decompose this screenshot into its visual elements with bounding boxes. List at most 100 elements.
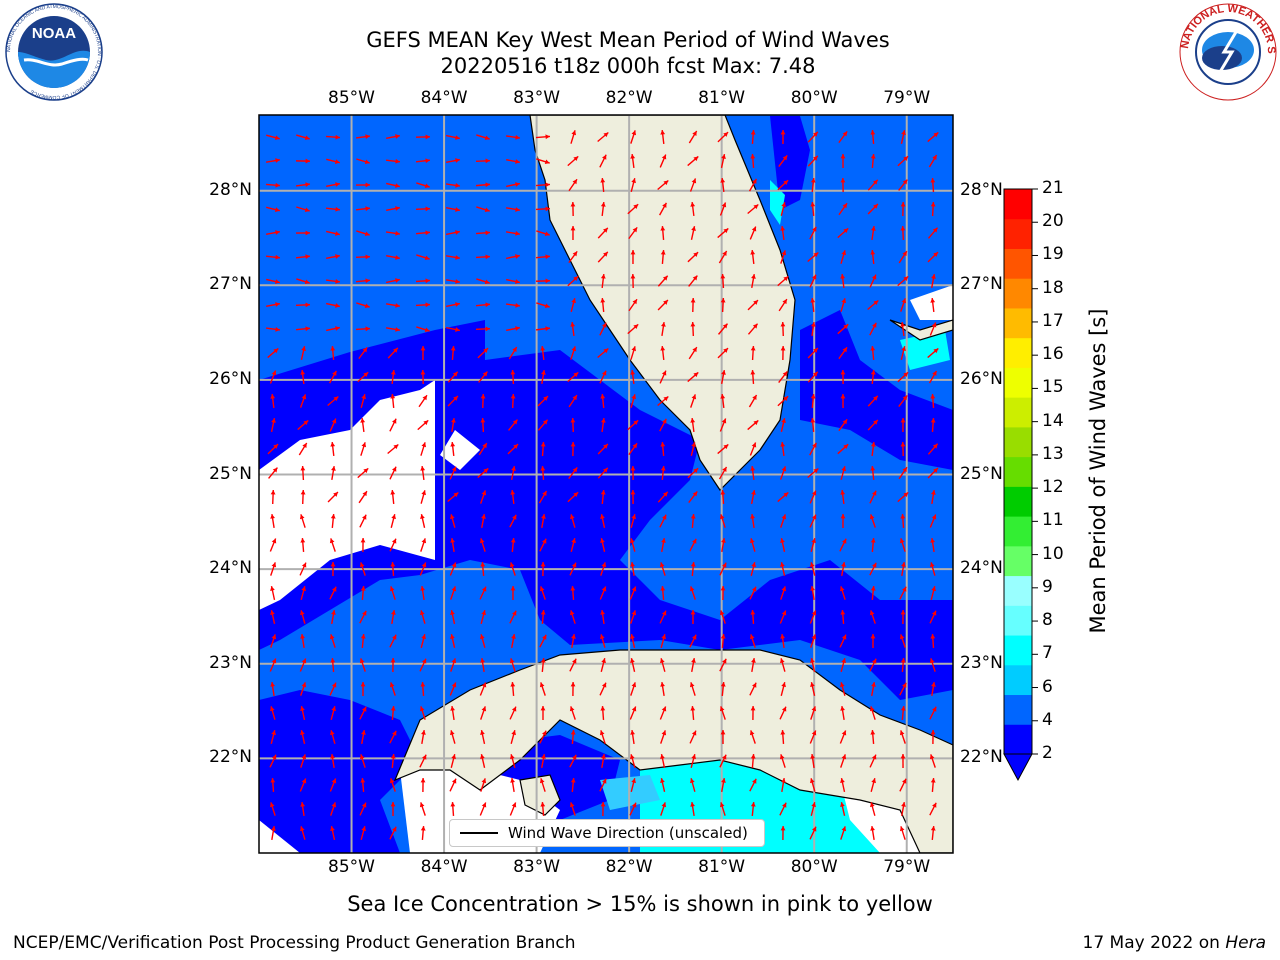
wind-wave-vector — [659, 658, 666, 672]
wind-wave-vector — [479, 490, 487, 504]
wind-wave-vector — [450, 345, 456, 361]
colorbar — [1003, 188, 1038, 782]
wind-wave-vector — [360, 681, 366, 697]
wind-wave-vector — [750, 609, 756, 625]
wind-wave-vector — [928, 154, 938, 168]
lon-tick-label-top: 82°W — [605, 88, 653, 108]
wind-wave-vector — [479, 682, 487, 696]
wind-wave-vector — [475, 326, 491, 332]
colorbar-segment — [1004, 545, 1032, 577]
wind-wave-vector — [356, 302, 370, 309]
wind-wave-vector — [630, 610, 637, 624]
wind-wave-vector — [356, 230, 370, 237]
wind-wave-vector — [807, 155, 819, 167]
wind-wave-vector — [900, 705, 906, 721]
wind-wave-vector — [390, 514, 396, 528]
wind-wave-vector — [870, 634, 876, 648]
wind-wave-vector — [779, 658, 786, 672]
wind-wave-vector — [897, 491, 909, 503]
footer-date-text: 17 May 2022 on — [1082, 933, 1226, 953]
wind-wave-vector — [385, 303, 401, 308]
wind-wave-vector — [329, 730, 336, 744]
lon-tick-label-bottom: 80°W — [790, 857, 838, 877]
wind-wave-vector — [810, 682, 816, 696]
wind-wave-vector — [899, 586, 907, 600]
wind-wave-vector — [660, 681, 665, 697]
wind-wave-vector — [720, 585, 726, 601]
wind-wave-vector — [539, 538, 547, 552]
wind-wave-vector — [777, 179, 789, 191]
wind-wave-vector — [509, 514, 517, 528]
wind-wave-vector — [359, 754, 366, 768]
wind-wave-vector — [810, 706, 817, 720]
wind-wave-vector — [657, 491, 669, 503]
wind-wave-vector — [778, 298, 788, 312]
wind-wave-vector — [690, 297, 696, 313]
wind-wave-vector — [750, 465, 756, 481]
wind-wave-vector — [270, 730, 276, 744]
isle-of-youth-land — [519, 774, 561, 816]
wind-wave-vector — [657, 179, 669, 191]
wind-wave-vector — [570, 201, 576, 217]
wind-wave-vector — [717, 443, 729, 455]
colorbar-segment — [1004, 664, 1032, 696]
wind-wave-vector — [535, 326, 551, 332]
wind-wave-vector — [870, 537, 876, 553]
wind-wave-vector — [597, 467, 609, 479]
wind-wave-vector — [659, 202, 667, 216]
footer-branch: NCEP/EMC/Verification Post Processing Pr… — [13, 933, 576, 953]
wind-wave-vector — [479, 538, 486, 552]
wind-wave-vector — [389, 538, 397, 552]
wind-wave-vector — [270, 634, 277, 648]
wind-wave-vector — [869, 514, 876, 528]
wind-wave-vector — [597, 227, 609, 239]
wind-wave-vector — [838, 346, 848, 360]
wind-wave-vector — [750, 705, 756, 721]
wind-wave-vector — [599, 154, 607, 168]
wind-wave-vector — [505, 231, 521, 236]
wind-wave-vector — [930, 177, 936, 193]
wind-wave-vector — [419, 562, 427, 576]
wind-wave-vector — [657, 395, 669, 407]
wind-wave-vector — [897, 275, 909, 287]
wind-wave-vector — [385, 231, 401, 236]
map-frame — [258, 114, 954, 854]
wind-wave-vector — [900, 609, 906, 625]
wind-wave-vector — [780, 225, 786, 241]
wind-wave-vector — [900, 130, 906, 144]
wind-wave-vector — [630, 394, 637, 408]
lon-tick-label-bottom: 79°W — [883, 857, 931, 877]
wind-wave-vector — [927, 443, 939, 455]
wind-wave-vector — [567, 491, 579, 503]
wind-wave-vector — [871, 225, 876, 241]
wind-wave-vector — [475, 254, 491, 260]
wind-wave-vector — [325, 182, 341, 187]
wind-wave-vector — [567, 155, 579, 167]
wind-wave-vector — [355, 278, 371, 284]
wind-wave-vector — [300, 489, 306, 505]
wind-wave-vector — [299, 514, 306, 528]
colorbar-segment — [1004, 189, 1032, 220]
wind-wave-vector — [867, 419, 879, 431]
wind-wave-vector — [419, 802, 426, 816]
wind-wave-vector — [445, 326, 461, 332]
wind-wave-vector — [539, 682, 546, 696]
wind-wave-vector — [390, 753, 396, 769]
wind-wave-vector — [480, 730, 486, 744]
colorbar-tick-label: 19 — [1042, 244, 1064, 265]
wind-wave-vector — [660, 730, 667, 744]
wind-wave-vector — [899, 826, 906, 840]
wind-wave-vector — [809, 730, 817, 744]
wind-wave-vector — [300, 682, 307, 696]
wind-wave-vector — [869, 658, 877, 672]
wind-wave-vector — [839, 730, 847, 744]
wind-wave-vector — [630, 658, 636, 672]
wind-wave-vector — [445, 183, 461, 188]
wind-wave-vector — [326, 158, 340, 164]
wind-wave-vector — [779, 802, 787, 816]
wind-wave-vector — [810, 538, 816, 552]
wind-wave-vector — [415, 302, 431, 308]
wind-wave-vector — [839, 634, 847, 648]
colorbar-segment — [1004, 278, 1032, 309]
wind-wave-vector — [445, 302, 461, 308]
